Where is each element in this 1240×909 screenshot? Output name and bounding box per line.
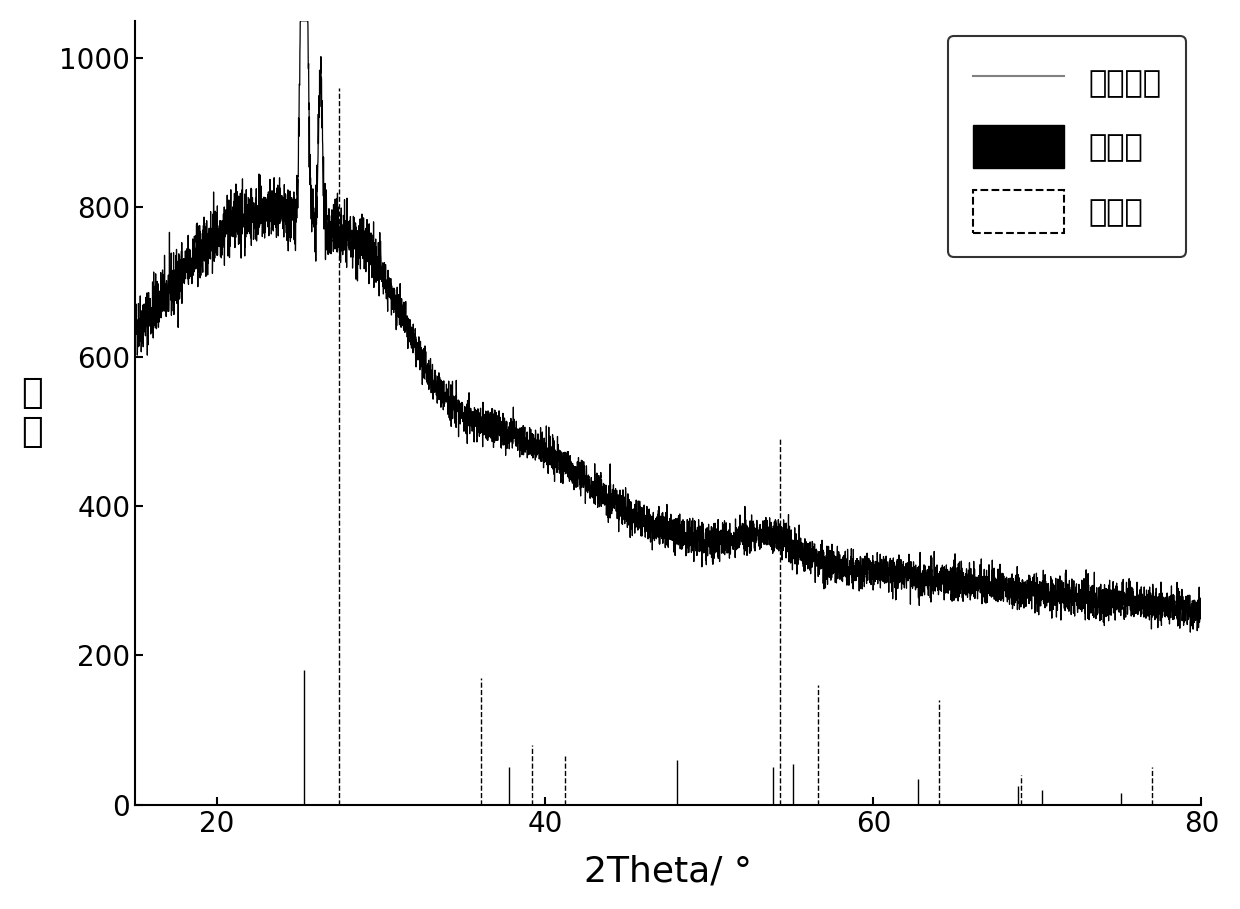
Y-axis label: 强
度: 强 度 (21, 376, 42, 449)
Legend: 原始样品, 锐酅矿, 金红石: 原始样品, 锐酅矿, 金红石 (949, 36, 1187, 257)
X-axis label: 2Theta/ °: 2Theta/ ° (584, 854, 753, 888)
